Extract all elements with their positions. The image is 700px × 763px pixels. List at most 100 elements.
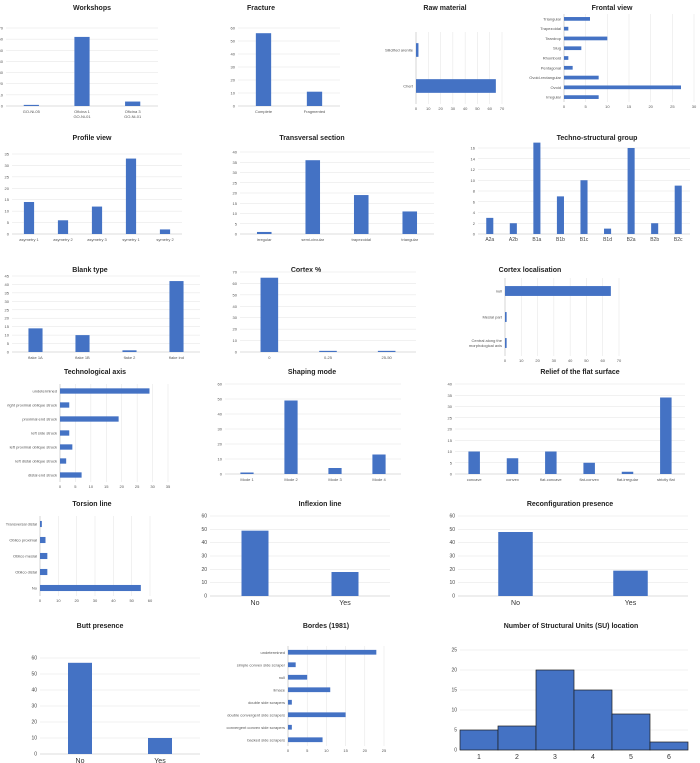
x-tick-label: 30 bbox=[150, 484, 155, 489]
x-tick-label: 5 bbox=[306, 748, 309, 753]
x-tick-label: asymetry 1 bbox=[19, 237, 39, 242]
y-tick-label: undetermined bbox=[261, 650, 285, 655]
y-tick-label: 10 bbox=[451, 708, 457, 714]
y-tick-label: 5 bbox=[7, 220, 10, 225]
y-tick-label: morphological axis bbox=[469, 343, 502, 348]
y-tick-label: 15 bbox=[233, 201, 238, 206]
chart-title: Profile view bbox=[73, 135, 112, 142]
bar-4 bbox=[573, 689, 613, 751]
y-tick-label: 30 bbox=[0, 70, 4, 75]
y-tick-label: double convergent side scrapers bbox=[227, 712, 285, 717]
x-tick-label: 30 bbox=[93, 598, 98, 603]
x-tick-label: irregular bbox=[257, 237, 272, 242]
chart-relief-of-the-flat-surface: Relief of the flat surface 0 5 10 15 20 25 30 35… bbox=[448, 369, 685, 482]
y-tick-label: 20 bbox=[451, 668, 457, 674]
chart-butt-presence: Butt presence 0 10 20 30 40 50 60 No Yes bbox=[31, 623, 200, 763]
y-tick-label: No bbox=[32, 586, 38, 591]
x-tick-label: No bbox=[511, 600, 520, 607]
y-tick-label: Slug bbox=[553, 46, 561, 51]
bar-irregular bbox=[564, 95, 599, 99]
x-tick-label: B1c bbox=[580, 237, 589, 243]
y-tick-label: 60 bbox=[218, 382, 223, 387]
x-tick-label: B2b bbox=[650, 237, 659, 243]
y-tick-label: 10 bbox=[231, 91, 236, 96]
y-tick-label: 0 bbox=[452, 594, 455, 600]
y-tick-label: 20 bbox=[31, 720, 37, 726]
chart-title: Raw material bbox=[423, 5, 466, 12]
x-tick-label: symetry 1 bbox=[122, 237, 140, 242]
x-tick-label: A2b bbox=[509, 237, 518, 243]
y-tick-label: 0 bbox=[7, 232, 10, 237]
y-tick-label: 70 bbox=[0, 26, 4, 31]
y-tick-label: 30 bbox=[31, 704, 37, 710]
bar-silicified-arenite bbox=[416, 43, 419, 57]
x-tick-label: B2a bbox=[627, 237, 636, 243]
bar-left-proximal-oblique-struck bbox=[60, 444, 73, 450]
y-tick-label: 45 bbox=[5, 274, 10, 279]
x-tick-label: 20 bbox=[119, 484, 124, 489]
chart-fracture: Fracture 0 10 20 30 40 50 60 Complete Fragmented bbox=[231, 5, 340, 114]
y-tick-label: 35 bbox=[448, 393, 453, 398]
x-tick-label: 6 bbox=[667, 754, 671, 761]
bar-triangular bbox=[402, 211, 418, 234]
x-tick-label: GO-Ni-01 bbox=[124, 114, 142, 119]
chart-title: Frontal view bbox=[592, 5, 633, 12]
bar-pentagonal bbox=[564, 65, 573, 70]
chart-title: Cortex % bbox=[291, 267, 322, 274]
y-tick-label: 5 bbox=[450, 460, 453, 465]
y-tick-label: 4 bbox=[473, 210, 476, 215]
x-tick-label: 20 bbox=[648, 104, 653, 109]
x-tick-label: flat-convex bbox=[579, 477, 598, 482]
bar-central-along-the-morphological-axis bbox=[505, 338, 507, 348]
chart-inflexion-line: Inflexion line 0 10 20 30 40 50 60 No Yes bbox=[201, 501, 390, 607]
y-tick-label: 30 bbox=[231, 65, 236, 70]
bar-teardrop bbox=[564, 36, 608, 41]
bar-yes bbox=[613, 570, 648, 596]
y-tick-label: 20 bbox=[201, 567, 207, 573]
y-tick-label: null bbox=[496, 289, 502, 294]
y-tick-label: 30 bbox=[5, 299, 10, 304]
bar-triangular bbox=[564, 17, 590, 21]
x-tick-label: 0 bbox=[59, 484, 62, 489]
chart-title: Butt presence bbox=[77, 623, 124, 630]
chart-torsion-line: Torsion line 0 10 20 30 40 50 60 Transversal dis… bbox=[6, 501, 153, 603]
y-tick-label: 20 bbox=[449, 567, 455, 573]
bar-asymetry-2 bbox=[57, 220, 69, 234]
y-tick-label: 12 bbox=[471, 167, 476, 172]
bar-1 bbox=[459, 729, 499, 751]
x-tick-label: flat-irregular bbox=[617, 477, 639, 482]
bar-concave bbox=[468, 451, 480, 474]
y-tick-label: 15 bbox=[5, 197, 10, 202]
y-tick-label: 40 bbox=[0, 59, 4, 64]
x-tick-label: 0 bbox=[563, 104, 566, 109]
x-tick-label: 30 bbox=[552, 358, 557, 363]
x-tick-label: symetry 2 bbox=[156, 237, 174, 242]
x-tick-label: 35 bbox=[166, 484, 171, 489]
x-tick-label: Oficina 1 bbox=[74, 109, 91, 114]
x-tick-label: trapezoidal bbox=[351, 237, 371, 242]
bar-yes bbox=[148, 738, 172, 754]
y-tick-label: 0 bbox=[220, 472, 223, 477]
bar-asymetry-3 bbox=[91, 206, 103, 234]
chart-cortex: Cortex % 0 10 20 30 40 50 60 70 0 0-25 25-50 bbox=[233, 267, 416, 360]
x-tick-label: Complete bbox=[255, 109, 273, 114]
y-tick-label: Oblico mesial bbox=[13, 554, 37, 559]
bar-yes bbox=[331, 572, 359, 596]
bar-double-convergent-side-scrapers bbox=[288, 712, 346, 718]
x-tick-label: convex bbox=[506, 477, 519, 482]
bar-mode-4 bbox=[372, 454, 386, 474]
bar-5 bbox=[611, 713, 651, 751]
bar-3 bbox=[535, 669, 575, 751]
bar-6 bbox=[649, 741, 689, 751]
x-tick-label: flake 2 bbox=[124, 355, 137, 360]
x-tick-label: Yes bbox=[154, 758, 166, 763]
y-tick-label: Trapezoidal bbox=[540, 26, 561, 31]
y-tick-label: Chert bbox=[403, 84, 414, 89]
chart-techno-structural-group: Techno-structural group 0 2 4 6 8 10 12 14 16 A2a A… bbox=[471, 135, 690, 243]
chart-title: Torsion line bbox=[72, 501, 111, 508]
y-tick-label: 60 bbox=[201, 514, 207, 520]
x-tick-label: 25 bbox=[135, 484, 140, 489]
bar-oblico-mesial bbox=[40, 552, 48, 560]
y-tick-label: 60 bbox=[449, 514, 455, 520]
y-tick-label: 20 bbox=[231, 78, 236, 83]
